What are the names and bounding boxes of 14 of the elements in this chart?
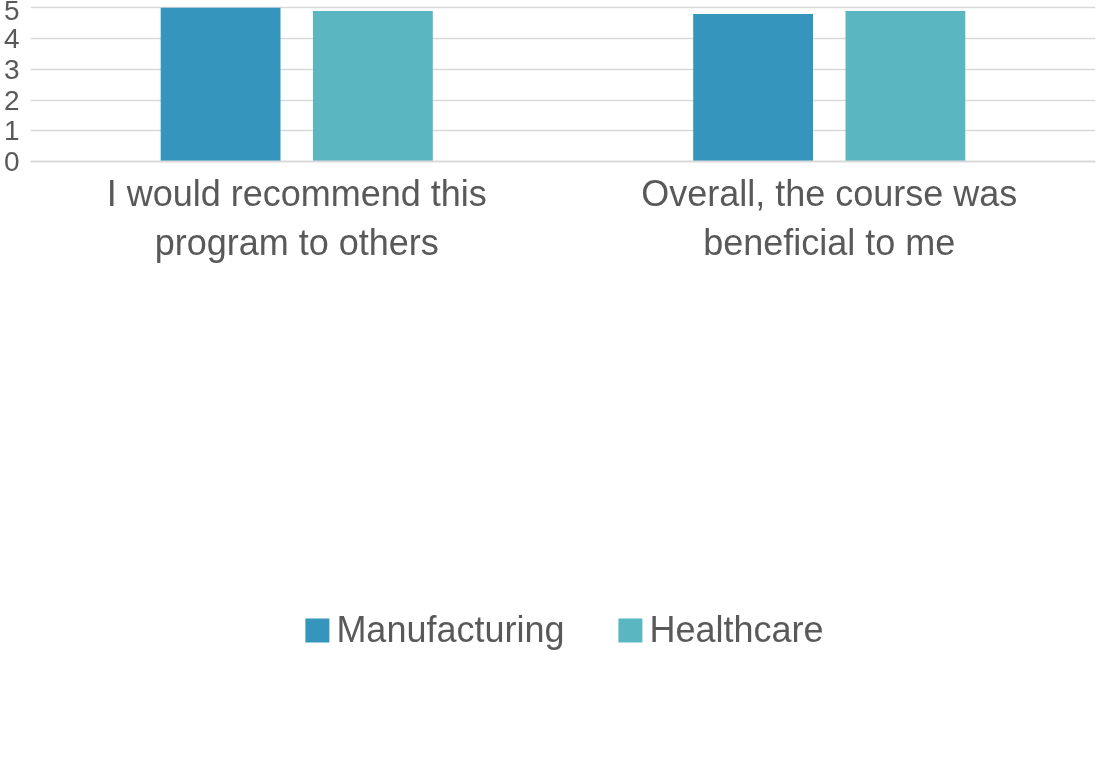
y-tick-label: 2 — [3, 84, 20, 116]
y-tick-label: 5 — [3, 0, 20, 26]
legend-label: Manufacturing — [336, 608, 565, 651]
bar — [693, 13, 814, 162]
bar — [160, 7, 281, 162]
legend-label: Healthcare — [649, 608, 824, 651]
y-tick-label: 3 — [3, 53, 20, 85]
y-tick-label: 0 — [3, 146, 20, 177]
x-tick-label: Overall, the course was beneficial to me — [641, 172, 1018, 263]
bar — [845, 10, 966, 162]
y-tick-label: 1 — [3, 115, 20, 147]
y-tick-label: 4 — [3, 23, 20, 55]
x-tick-label: I would recommend this program to others — [106, 172, 487, 263]
bar — [312, 10, 433, 162]
